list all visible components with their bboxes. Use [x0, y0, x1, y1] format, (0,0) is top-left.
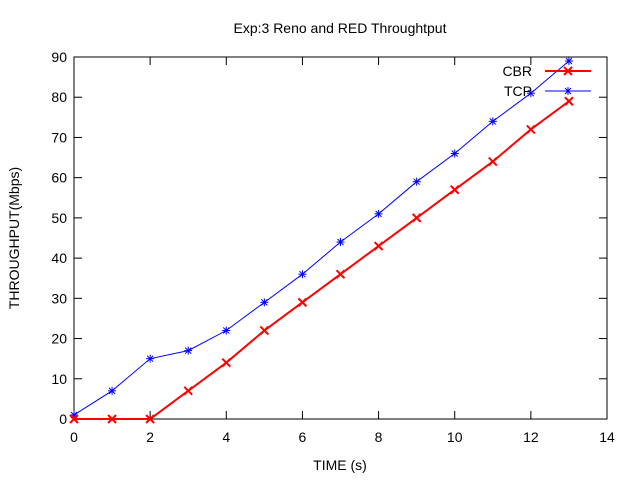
data-point-cbr [488, 156, 498, 167]
series-tcp [70, 57, 573, 419]
data-point-tcp [298, 270, 307, 279]
x-tick-label: 2 [146, 429, 154, 445]
x-tick-label: 0 [70, 429, 78, 445]
data-point-tcp [184, 346, 193, 355]
y-tick-label: 40 [51, 250, 67, 266]
y-tick-label: 70 [51, 129, 67, 145]
legend: CBR TCP [502, 63, 591, 99]
data-point-tcp [412, 177, 421, 186]
data-point-tcp [222, 326, 231, 335]
series-cbr [69, 96, 574, 424]
y-tick-label: 30 [51, 290, 67, 306]
data-point-cbr [69, 414, 79, 424]
data-point-tcp [146, 354, 155, 363]
y-tick-label: 10 [51, 371, 67, 387]
x-tick-label: 12 [523, 429, 539, 445]
data-point-cbr [221, 357, 231, 368]
data-point-cbr [259, 325, 270, 336]
series-line-tcp [73, 60, 570, 416]
data-point-tcp [336, 238, 345, 247]
y-tick-label: 60 [51, 170, 67, 186]
data-point-cbr [526, 124, 536, 135]
y-axis-label: THROUGHPUT(Mbps) [6, 167, 22, 309]
data-point-cbr [411, 213, 422, 223]
data-point-cbr [107, 414, 117, 424]
chart-title: Exp:3 Reno and RED Throughtput [234, 20, 447, 36]
data-point-tcp [526, 89, 535, 98]
data-point-cbr [450, 185, 460, 195]
data-point-tcp [488, 117, 497, 126]
data-point-tcp [260, 298, 269, 307]
y-tick-label: 80 [51, 89, 67, 105]
y-tick-label: 90 [51, 49, 67, 65]
data-point-cbr [183, 386, 193, 396]
data-point-cbr [373, 241, 384, 251]
x-tick-label: 10 [447, 429, 463, 445]
data-point-tcp [108, 386, 117, 395]
data-point-tcp [450, 149, 459, 158]
data-point-cbr [297, 297, 308, 308]
x-axis-label: TIME (s) [313, 457, 367, 473]
legend-marker-tcp [564, 87, 572, 95]
x-tick-label: 14 [599, 429, 615, 445]
y-tick-label: 50 [51, 210, 67, 226]
series-line-cbr [74, 100, 570, 420]
data-point-tcp [374, 209, 383, 218]
legend-marker-cbr [563, 66, 573, 76]
data-point-cbr [335, 269, 346, 279]
x-tick-label: 8 [375, 429, 383, 445]
data-point-cbr [145, 414, 155, 424]
plot-area-frame [73, 56, 608, 420]
data-point-cbr [564, 96, 574, 106]
data-point-tcp [564, 57, 573, 66]
legend-label-cbr: CBR [502, 63, 532, 79]
x-axis: 0 2 4 6 8 10 12 14 [70, 57, 615, 445]
y-tick-label: 20 [51, 331, 67, 347]
y-tick-label: 0 [59, 411, 67, 427]
series-layer [69, 57, 574, 424]
x-tick-label: 6 [299, 429, 307, 445]
y-axis: 0 10 20 30 40 50 60 70 80 90 [51, 49, 607, 427]
x-tick-label: 4 [222, 429, 230, 445]
legend-label-tcp: TCP [504, 83, 532, 99]
